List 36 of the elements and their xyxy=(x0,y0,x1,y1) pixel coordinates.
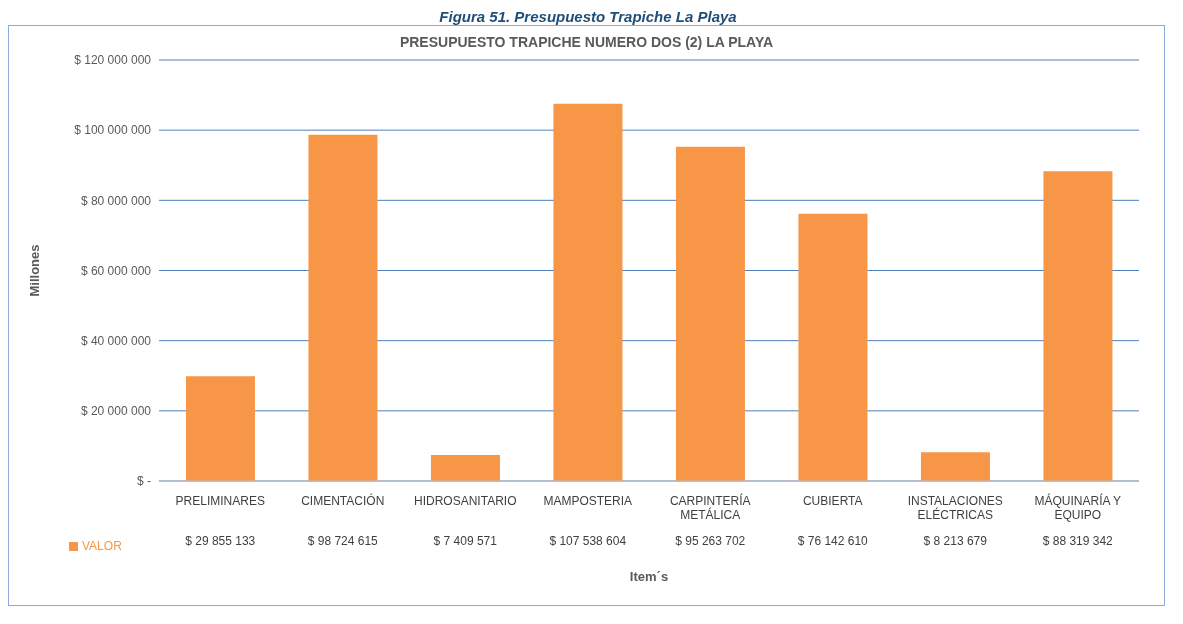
y-axis-title: Millones xyxy=(26,244,42,297)
data-label: $ 88 319 342 xyxy=(1042,534,1114,548)
x-tick-label: CUBIERTA xyxy=(802,494,863,508)
data-label: $ 8 213 679 xyxy=(923,534,988,548)
bar xyxy=(798,213,868,481)
legend-label: VALOR xyxy=(82,539,122,553)
y-tick-label: $ 100 000 000 xyxy=(74,123,152,138)
x-tick-label: INSTALACIONES ELÉCTRICAS xyxy=(907,494,1003,522)
bar xyxy=(920,452,990,481)
data-label: $ 95 263 702 xyxy=(675,534,746,548)
y-tick-label: $ 20 000 000 xyxy=(80,404,152,419)
y-tick-label: $ 80 000 000 xyxy=(80,193,152,208)
x-tick-label: PRELIMINARES xyxy=(175,494,265,508)
x-tick-label: HIDROSANITARIO xyxy=(414,494,517,508)
data-label: $ 7 409 571 xyxy=(433,534,498,548)
data-label: $ 76 142 610 xyxy=(797,534,869,548)
bar xyxy=(675,146,745,481)
y-tick-label: $ 40 000 000 xyxy=(80,333,152,348)
data-label: $ 29 855 133 xyxy=(185,534,256,548)
bar xyxy=(1043,171,1113,481)
y-tick-label: $ 120 000 000 xyxy=(74,53,152,68)
bar xyxy=(430,455,500,481)
data-label: $ 107 538 604 xyxy=(549,534,627,548)
text: Figura 51. Presupuesto Trapiche La Playa xyxy=(438,8,738,25)
y-tick-label: $ - xyxy=(136,474,151,489)
x-tick-label: CIMENTACIÓN xyxy=(301,493,385,508)
x-tick-label: CARPINTERÍA METÁLICA xyxy=(669,493,751,522)
bar xyxy=(553,103,623,481)
chart-title: PRESUPUESTO TRAPICHE NUMERO DOS (2) LA PLAYA xyxy=(398,34,775,50)
data-label: $ 98 724 615 xyxy=(307,534,379,548)
x-axis-title: Item´s xyxy=(629,569,669,584)
bar xyxy=(308,134,378,481)
y-tick-label: $ 60 000 000 xyxy=(80,263,152,278)
bar xyxy=(185,376,255,481)
x-tick-label: MÁQUINARÍA Y EQUIPO xyxy=(1034,493,1121,522)
x-tick-label: MAMPOSTERIA xyxy=(543,494,633,508)
